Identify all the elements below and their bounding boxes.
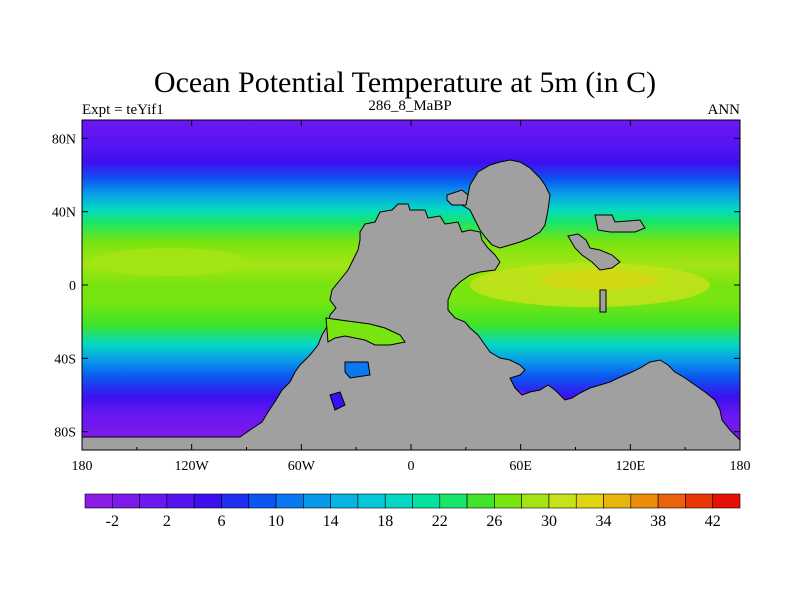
east-tethys-island	[594, 214, 646, 233]
subtitle-center: 286_8_MaBP	[368, 98, 451, 114]
x-tick-label: 180	[730, 459, 751, 474]
x-tick-label: 0	[408, 459, 415, 474]
map-panel	[82, 120, 740, 450]
colorbar-box	[466, 493, 495, 509]
colorbar-label: 2	[163, 513, 171, 530]
subtitle-right: ANN	[708, 102, 741, 118]
x-tick-label: 60W	[288, 459, 316, 474]
subtitle-left: Expt = teYif1	[82, 102, 164, 118]
colorbar-box	[275, 493, 304, 509]
pangaea-land	[82, 203, 740, 450]
colorbar-label: 34	[596, 513, 612, 530]
colorbar-box	[303, 493, 331, 509]
colorbar-box	[111, 493, 140, 509]
x-tick-label: 120E	[616, 459, 646, 474]
colorbar-label: 26	[486, 513, 502, 530]
inland-sea-blue	[329, 391, 346, 411]
colorbar-box	[248, 493, 277, 509]
colorbar-box	[357, 493, 386, 509]
colorbar-box	[521, 493, 550, 509]
x-axis: 180 120W 60W 0 60E 120E 180	[72, 120, 751, 474]
east-island-chain	[567, 233, 621, 271]
colorbar-label: 38	[650, 513, 666, 530]
y-tick-label: 80S	[54, 426, 76, 441]
colorbar-box	[439, 493, 468, 509]
y-axis: 80N 40N 0 40S 80S	[52, 132, 740, 441]
x-tick-label: 180	[72, 459, 93, 474]
colorbar-box	[603, 493, 632, 509]
y-tick-label: 80N	[52, 132, 76, 147]
y-tick-label: 0	[69, 279, 76, 294]
colorbar-box	[412, 493, 441, 509]
colorbar-box	[139, 493, 168, 509]
warm-patch-west-pacific	[90, 248, 250, 276]
colorbar-box	[630, 493, 659, 509]
chart-title: Ocean Potential Temperature at 5m (in C)	[154, 66, 656, 99]
colorbar-box	[494, 493, 522, 509]
inland-sea-small	[344, 361, 371, 379]
x-tick-label: 60E	[509, 459, 532, 474]
x-tick-label: 120W	[175, 459, 210, 474]
colorbar-box	[548, 493, 577, 509]
colorbar-label: 6	[217, 513, 225, 530]
inland-sea-south	[325, 317, 406, 346]
y-tick-label: 40N	[52, 206, 76, 221]
colorbar-box	[685, 493, 714, 509]
colorbar-label: 18	[377, 513, 393, 530]
colorbar-label: 30	[541, 513, 557, 530]
colorbar-box	[193, 493, 222, 509]
northern-continent	[461, 159, 551, 249]
colorbar-label: 10	[268, 513, 284, 530]
colorbar-box	[657, 493, 686, 509]
colorbar-box	[166, 493, 195, 509]
island-north-small	[446, 189, 469, 206]
colorbar-label: -2	[106, 513, 119, 530]
colorbar: -2 2 6 10 14 18 22 26 30 34 38 42	[84, 493, 741, 530]
small-equatorial-island	[599, 289, 607, 313]
colorbar-box	[712, 493, 741, 509]
colorbar-label: 14	[323, 513, 339, 530]
colorbar-box	[84, 493, 113, 509]
y-tick-label: 40S	[54, 352, 76, 367]
colorbar-box	[575, 493, 604, 509]
colorbar-label: 42	[705, 513, 721, 530]
colorbar-box	[221, 493, 250, 509]
colorbar-box	[330, 493, 359, 509]
colorbar-box	[384, 493, 413, 509]
colorbar-label: 22	[432, 513, 448, 530]
hot-patch-tethys	[540, 270, 660, 290]
landmass	[82, 159, 740, 450]
